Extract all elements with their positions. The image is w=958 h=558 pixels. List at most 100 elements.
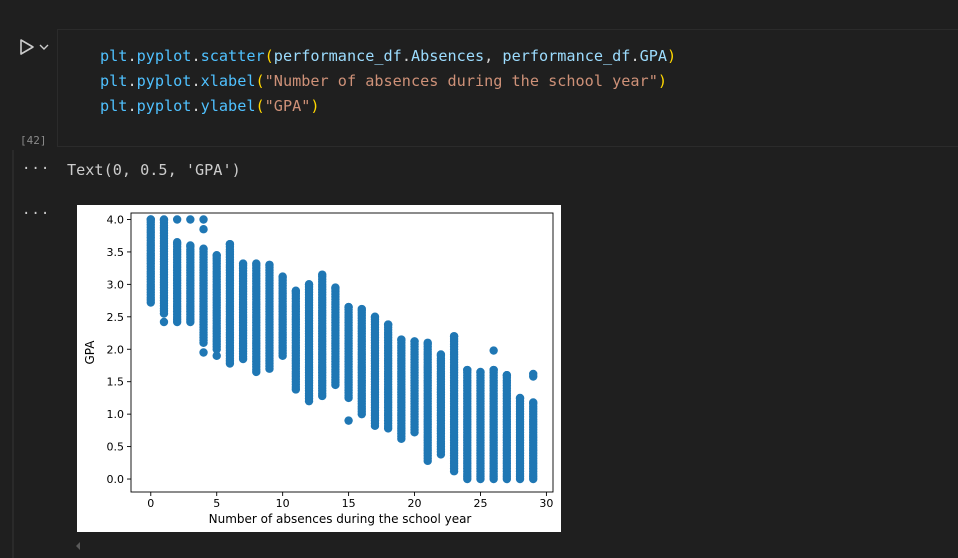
y-tick-label: 1.0	[107, 408, 125, 421]
execution-count: [42]	[20, 134, 47, 147]
token: ,	[484, 47, 503, 65]
token: .	[401, 47, 411, 65]
token: .	[127, 97, 137, 115]
token: plt	[100, 47, 128, 65]
token: )	[657, 72, 667, 90]
scatter-point	[397, 335, 406, 344]
code-block[interactable]: plt.pyplot.scatter(performance_df.Absenc…	[100, 44, 676, 119]
token: pyplot	[136, 97, 192, 115]
plot-output: 0 5 10 15 20 25 30 0.0 0.5 1.0 1.5 2.0 2.5 3.0 3.5 4.0 N…	[77, 205, 561, 532]
output-divider	[12, 150, 14, 558]
token: .	[191, 97, 201, 115]
scatter-point	[436, 350, 446, 359]
y-tick-label: 2.5	[107, 311, 125, 324]
scatter-point	[212, 250, 221, 260]
scatter-point	[238, 259, 248, 268]
top-strip	[0, 0, 958, 22]
scatter-point	[370, 312, 380, 322]
token: "Number of absences during the school ye…	[264, 72, 658, 90]
scatter-point	[199, 244, 208, 253]
y-tick-label: 2.0	[107, 343, 125, 356]
x-tick-label: 30	[539, 497, 553, 510]
token: scatter	[200, 47, 265, 65]
code-cell[interactable]: [42] plt.pyplot.scatter(performance_df.A…	[0, 29, 958, 148]
token: pyplot	[136, 47, 192, 65]
scatter-point	[172, 215, 182, 224]
scatter-point	[186, 215, 195, 224]
y-tick-label: 3.0	[107, 278, 125, 291]
scatter-point	[502, 371, 512, 380]
scatter-point	[291, 286, 301, 296]
token: (	[255, 97, 265, 115]
token: (	[255, 72, 265, 90]
text-output: Text(0, 0.5, 'GPA')	[67, 161, 241, 179]
x-axis-label: Number of absences during the school yea…	[209, 512, 472, 526]
scatter-point	[146, 215, 155, 224]
run-icon[interactable]	[17, 37, 37, 57]
token: .	[191, 72, 201, 90]
scatter-point	[489, 365, 498, 375]
scatter-point	[344, 416, 353, 425]
scatter-point	[265, 260, 274, 270]
scroll-left-icon[interactable]	[74, 541, 82, 551]
scatter-point	[515, 393, 525, 403]
token: (	[264, 47, 274, 65]
scatter-point	[383, 320, 393, 329]
x-tick-label: 10	[276, 497, 290, 510]
token: GPA	[639, 47, 668, 65]
cell-gutter: [42]	[12, 37, 56, 147]
scatter-point	[476, 367, 485, 377]
x-tick-label: 20	[408, 497, 422, 510]
x-tick-label: 15	[342, 497, 356, 510]
scatter-point	[410, 337, 419, 346]
scatter-points	[146, 215, 538, 484]
token: plt	[100, 97, 128, 115]
scatter-point	[529, 398, 538, 407]
y-tick-label: 3.5	[107, 246, 125, 259]
token: )	[667, 47, 677, 65]
scatter-point	[449, 332, 459, 341]
x-tick-label: 5	[213, 497, 220, 510]
scatter-point	[172, 237, 182, 247]
token: .	[630, 47, 640, 65]
scatter-point	[344, 302, 353, 312]
token: performance_df	[273, 47, 402, 65]
scatter-point	[278, 272, 287, 281]
y-tick-label: 0.0	[107, 473, 125, 486]
scatter-point	[489, 346, 498, 355]
scatter-point	[357, 304, 366, 314]
code-line-3: plt.pyplot.ylabel("GPA")	[100, 97, 320, 115]
scatter-chart: 0 5 10 15 20 25 30 0.0 0.5 1.0 1.5 2.0 2.5 3.0 3.5 4.0 N…	[83, 212, 554, 526]
token: ylabel	[200, 97, 256, 115]
y-tick-label: 0.5	[107, 441, 125, 454]
token: )	[310, 97, 320, 115]
chevron-down-icon[interactable]	[38, 41, 50, 53]
scatter-point	[159, 215, 169, 224]
scatter-point	[529, 369, 538, 379]
scatter-point	[225, 239, 235, 249]
scatter-point	[199, 225, 208, 234]
scatter-point	[212, 351, 221, 360]
scatter-point	[423, 338, 432, 347]
code-editor[interactable]: plt.pyplot.scatter(performance_df.Absenc…	[57, 29, 958, 147]
scatter-point	[304, 280, 314, 289]
scatter-point	[186, 241, 195, 250]
x-tick-label: 25	[473, 497, 487, 510]
output-more-button[interactable]: ···	[22, 161, 51, 177]
scatter-point	[199, 348, 208, 357]
code-line-1: plt.pyplot.scatter(performance_df.Absenc…	[100, 47, 676, 65]
scatter-point	[252, 259, 261, 268]
output-more-button[interactable]: ···	[22, 206, 51, 222]
y-tick-label: 1.5	[107, 376, 125, 389]
scatter-point	[318, 270, 327, 279]
x-tick-label: 0	[147, 497, 154, 510]
token: xlabel	[200, 72, 256, 90]
token: .	[127, 72, 137, 90]
scatter-point	[463, 365, 472, 375]
y-tick-label: 4.0	[107, 213, 125, 226]
scatter-point	[159, 317, 169, 327]
plot-frame	[130, 212, 554, 493]
token: "GPA"	[264, 97, 311, 115]
token: .	[127, 47, 137, 65]
code-line-2: plt.pyplot.xlabel("Number of absences du…	[100, 72, 667, 90]
